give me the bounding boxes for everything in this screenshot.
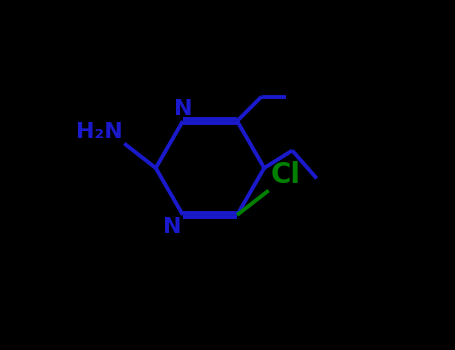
Text: Cl: Cl	[270, 161, 300, 189]
Text: H₂N: H₂N	[76, 122, 122, 142]
Text: N: N	[162, 217, 181, 237]
Text: N: N	[174, 99, 192, 119]
